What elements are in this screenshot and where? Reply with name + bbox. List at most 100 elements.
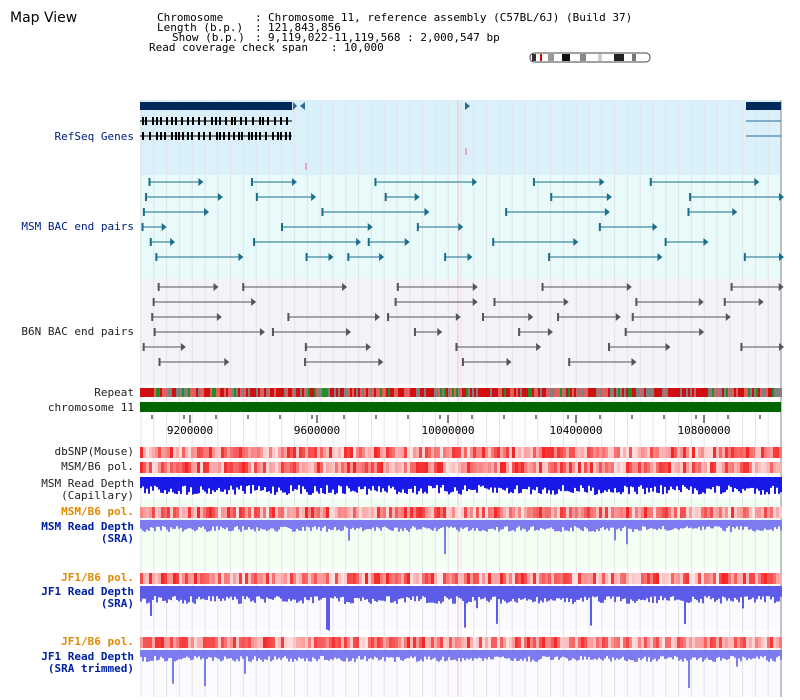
track-label-jf1-pol-2[interactable]: JF1/B6 pol. [61, 635, 134, 648]
pol-cell [554, 573, 557, 584]
track-label-refseq[interactable]: RefSeq Genes [54, 130, 134, 143]
track-label-msm-pol-2[interactable]: MSM/B6 pol. [61, 505, 134, 518]
msm-bac-end-pairs[interactable] [141, 178, 784, 261]
pol-cell [254, 573, 257, 584]
pol-cell [365, 573, 368, 584]
depth-bar [314, 477, 316, 487]
depth-bar [500, 520, 502, 530]
depth-bar [652, 477, 654, 492]
jf1-pol-strip-1[interactable] [140, 573, 782, 584]
track-label-dbsnp[interactable]: dbSNP(Mouse) [54, 445, 134, 458]
pol-cell [686, 573, 689, 584]
track-label-msm-depth-capillary[interactable]: MSM Read Depth (Capillary) [41, 477, 134, 502]
bac-end-arrow [599, 178, 605, 186]
track-label-jf1-depth-sra[interactable]: JF1 Read Depth (SRA) [41, 585, 134, 610]
depth-bar [758, 477, 760, 491]
depth-bar [780, 650, 782, 660]
depth-bar [694, 586, 696, 600]
msm-depth-capillary[interactable] [140, 477, 782, 495]
depth-bar [224, 650, 226, 657]
pol-cell [536, 637, 539, 648]
depth-bar [736, 650, 738, 667]
pol-cell [461, 637, 464, 648]
gene-exon [238, 132, 240, 140]
gene-arrow [300, 102, 305, 110]
jf1-pol-strip-2[interactable] [140, 637, 782, 648]
track-label-msm-bac[interactable]: MSM BAC end pairs [21, 220, 134, 233]
chromosome-ideogram[interactable] [529, 52, 651, 63]
chromosome-bar[interactable] [140, 402, 781, 412]
pol-cell [161, 462, 164, 473]
depth-bar [602, 586, 604, 603]
pol-cell [341, 637, 344, 648]
repeat-bar [746, 388, 748, 397]
pol-cell [170, 637, 173, 648]
track-label-msm-depth-sra[interactable]: MSM Read Depth (SRA) [41, 520, 134, 545]
track-label-jf1-depth-trimmed[interactable]: JF1 Read Depth (SRA trimmed) [41, 650, 134, 675]
pol-cell [611, 447, 614, 458]
pol-cell [527, 462, 530, 473]
axis-tick-label: 9200000 [166, 424, 214, 437]
refseq-genes[interactable] [140, 102, 781, 170]
pol-cell [527, 573, 530, 584]
depth-bar [644, 650, 646, 657]
depth-bar [248, 650, 250, 662]
depth-bar [172, 520, 174, 529]
depth-bar [296, 586, 298, 603]
depth-bar [286, 586, 288, 602]
repeat-bar [464, 388, 466, 397]
repeat-bar [560, 388, 562, 397]
track-label-repeat[interactable]: Repeat [94, 386, 134, 399]
pol-cell [296, 573, 299, 584]
bac-end-arrow [213, 283, 219, 291]
repeat-bar [584, 388, 586, 397]
depth-bar [224, 586, 226, 601]
pol-cell [737, 447, 740, 458]
show-colon: : [255, 31, 262, 44]
pol-cell [545, 507, 548, 518]
repeat-bar [158, 388, 160, 397]
depth-bar [354, 477, 356, 492]
dbsnp-strip[interactable] [140, 447, 782, 458]
pol-cell [506, 637, 509, 648]
repeat-track[interactable] [140, 388, 782, 397]
pol-cell [611, 462, 614, 473]
pol-cell [452, 637, 455, 648]
pol-cell [500, 507, 503, 518]
bac-end-arrow [356, 238, 362, 246]
depth-bar [206, 477, 208, 494]
pol-cell [674, 462, 677, 473]
msm-depth-sra[interactable] [140, 520, 782, 555]
repeat-bar [334, 388, 336, 397]
pol-cell [488, 637, 491, 648]
pol-cell [248, 507, 251, 518]
depth-bar [300, 477, 302, 494]
pol-cell [221, 447, 224, 458]
track-label-jf1-pol-1[interactable]: JF1/B6 pol. [61, 571, 134, 584]
depth-bar [252, 586, 254, 601]
jf1-depth-sra[interactable] [140, 586, 782, 631]
pol-cell [698, 462, 701, 473]
pol-cell [773, 462, 776, 473]
repeat-bar [612, 388, 614, 397]
bac-end-arrow [217, 193, 223, 201]
pol-cell [410, 637, 413, 648]
b6n-bac-end-pairs[interactable] [142, 283, 784, 366]
pol-cell [248, 447, 251, 458]
depth-bar [228, 477, 230, 491]
axis-tick-label: 10000000 [421, 424, 475, 437]
jf1-depth-trimmed[interactable] [140, 650, 782, 689]
track-label-b6n-bac[interactable]: B6N BAC end pairs [21, 325, 134, 338]
depth-bar [480, 586, 482, 600]
depth-bar [306, 520, 308, 527]
depth-bar [476, 650, 478, 659]
track-label-msm-pol-1[interactable]: MSM/B6 pol. [61, 460, 134, 473]
pol-cell [467, 637, 470, 648]
msm-pol-strip-1[interactable] [140, 462, 782, 473]
depth-bar [510, 477, 512, 493]
bac-end-arrow [437, 328, 443, 336]
msm-pol-strip-2[interactable] [140, 507, 782, 518]
depth-bar [346, 520, 348, 528]
depth-bar [594, 477, 596, 495]
